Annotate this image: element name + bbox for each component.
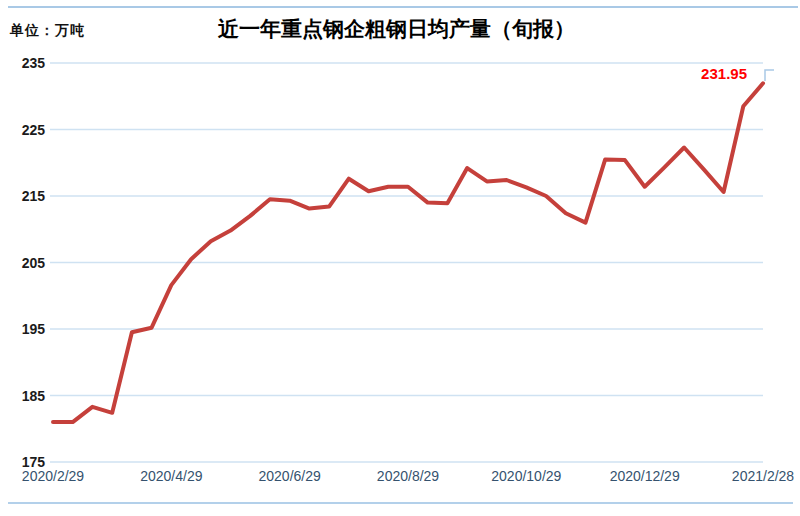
chart-frame: 单位：万吨 近一年重点钢企粗钢日均产量（旬报） 1751851952052152…	[0, 0, 800, 516]
y-axis-tick-label: 205	[22, 255, 46, 271]
y-axis-tick-label: 195	[22, 321, 46, 337]
x-axis-tick-label: 2020/6/29	[259, 468, 321, 484]
line-chart: 1751851952052152252352020/2/292020/4/292…	[0, 0, 800, 516]
endpoint-corner-marker	[765, 70, 774, 81]
last-point-value-label: 231.95	[701, 65, 747, 82]
y-axis-tick-label: 215	[22, 188, 46, 204]
x-axis-tick-label: 2020/12/29	[610, 468, 680, 484]
x-axis-tick-label: 2021/2/28	[732, 468, 794, 484]
x-axis-tick-label: 2020/8/29	[377, 468, 439, 484]
x-axis-tick-label: 2020/2/29	[22, 468, 84, 484]
x-axis-tick-label: 2020/4/29	[140, 468, 202, 484]
y-axis-tick-label: 225	[22, 122, 46, 138]
y-axis-tick-label: 185	[22, 388, 46, 404]
x-axis-tick-label: 2020/10/29	[491, 468, 561, 484]
series-line	[53, 83, 763, 422]
y-axis-tick-label: 235	[22, 55, 46, 71]
